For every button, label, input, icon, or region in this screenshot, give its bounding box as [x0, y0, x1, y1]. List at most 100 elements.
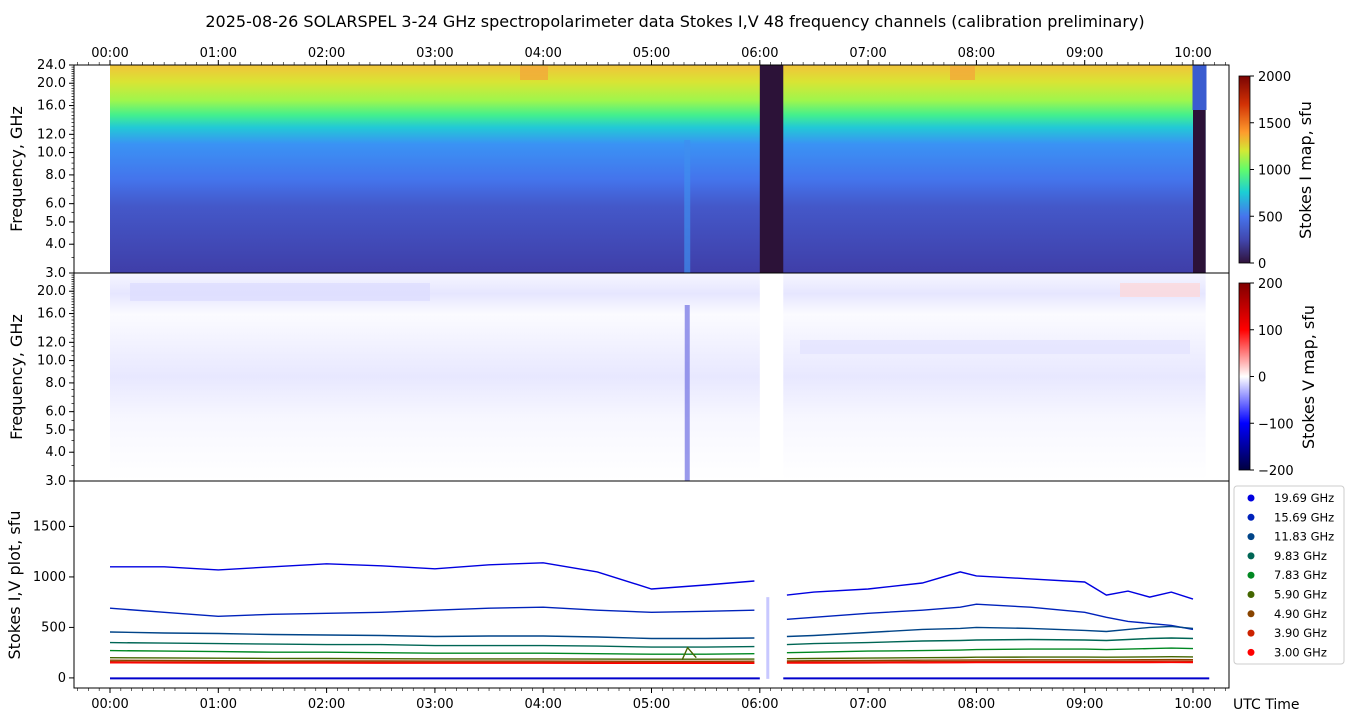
stokes-i-ytick-label: 5.0	[45, 215, 66, 230]
stokes-i-colorbar-ticks: 0 500 1000 1500 2000	[1250, 70, 1291, 272]
series-line-7-83-GHz	[109, 649, 755, 655]
stokes-line-y-axis: 0 500 1000 1500	[33, 519, 74, 686]
stokes-v-burst	[684, 305, 690, 481]
stokes-v-colorbar-tick-label: −100	[1258, 417, 1294, 432]
stokes-i-colorbar-tick-label: 0	[1258, 257, 1266, 272]
stokes-i-panel: 3.0 4.0 5.0 6.0 8.0 10.0 12.0 16.0 20.0 24.0 00:0…	[7, 46, 1315, 281]
series-line-4-90-GHz	[109, 659, 755, 662]
stokes-line-ytick-label: 500	[41, 620, 66, 635]
legend-marker	[1247, 552, 1255, 560]
stokes-line-ytick-label: 1500	[33, 519, 66, 534]
stokes-v-heatmap	[110, 273, 1206, 481]
stokes-i-colorbar-tick-label: 1000	[1258, 164, 1291, 179]
stokes-line-series	[109, 562, 1210, 680]
legend-marker	[1247, 513, 1255, 521]
stokes-i-hotspot	[950, 66, 975, 80]
stokes-i-gap	[759, 65, 784, 273]
stokes-i-colorbar-tick-label: 500	[1258, 210, 1283, 225]
bottom-time-label: 06:00	[741, 697, 778, 712]
legend-marker	[1247, 591, 1255, 598]
top-time-label: 02:00	[308, 46, 345, 61]
legend-marker	[1247, 533, 1255, 541]
stokes-v-colorbar-ticks: −200 −100 0 100 200	[1250, 277, 1294, 479]
bottom-time-label: 09:00	[1066, 697, 1103, 712]
stokes-v-colorbar-tick-label: 0	[1258, 371, 1266, 386]
stokes-v-feature	[130, 283, 430, 301]
stokes-v-colorbar-tick-label: 200	[1258, 277, 1283, 292]
series-line-3-00-GHz	[786, 661, 1194, 664]
stokes-v-ytick-label: 5.0	[45, 423, 66, 438]
stokes-i-ytick-label: 12.0	[37, 127, 66, 142]
legend-label: 3.90 GHz	[1274, 626, 1327, 640]
series-line-5-90-GHz	[109, 657, 755, 660]
stokes-v-ytick-label: 16.0	[37, 307, 66, 322]
legend-label: 7.83 GHz	[1274, 568, 1327, 582]
stokes-i-hotspot	[520, 66, 548, 80]
stokes-v-feature	[800, 340, 1190, 354]
stokes-v-ytick-label: 8.0	[45, 376, 66, 391]
bottom-time-label: 08:00	[958, 697, 995, 712]
stokes-v-ytick-label: 6.0	[45, 405, 66, 420]
bottom-time-label: 04:00	[524, 697, 561, 712]
top-time-label: 05:00	[633, 46, 670, 61]
stokes-v-colorbar-tick-label: −200	[1258, 464, 1294, 479]
series-line-11-83-GHz	[109, 631, 755, 640]
legend-label: 9.83 GHz	[1274, 549, 1327, 563]
line-gap	[759, 601, 784, 680]
stokes-i-colorbar	[1238, 75, 1251, 264]
bottom-time-label: 02:00	[308, 697, 345, 712]
series-line-9-83-GHz	[109, 641, 755, 648]
top-time-label: 04:00	[524, 46, 561, 61]
stokes-v-colorbar	[1238, 282, 1251, 471]
stokes-v-ytick-label: 12.0	[37, 335, 66, 350]
bottom-time-label: 07:00	[849, 697, 886, 712]
stokes-v-y-axis: 3.0 4.0 5.0 6.0 8.0 10.0 12.0 16.0 20.0	[37, 272, 74, 489]
stokes-v-feature	[1120, 283, 1200, 297]
stokes-line-ytick-label: 1000	[33, 570, 66, 585]
series-line-4-90-GHz	[786, 658, 1194, 662]
stokes-i-ytick-label: 3.0	[45, 266, 66, 281]
stokes-v-ylabel: Frequency, GHz	[7, 314, 26, 440]
stokes-i-colorbar-label: Stokes I map, sfu	[1296, 101, 1315, 239]
stokes-v-ytick-label: 4.0	[45, 445, 66, 460]
stokes-v-gap	[759, 273, 784, 481]
stokes-v-spectrum	[110, 273, 1206, 481]
series-line-3-00-GHz	[109, 662, 755, 664]
stokes-v-panel: 3.0 4.0 5.0 6.0 8.0 10.0 12.0 16.0 20.0 Frequenc…	[7, 272, 1318, 489]
bottom-time-label: 05:00	[633, 697, 670, 712]
top-time-label: 06:00	[741, 46, 778, 61]
series-line-9-83-GHz	[786, 637, 1194, 646]
top-time-label: 09:00	[1066, 46, 1103, 61]
stokes-i-ytick-label: 6.0	[45, 197, 66, 212]
series-line-15-69-GHz	[786, 603, 1194, 631]
stokes-i-ylabel: Frequency, GHz	[7, 106, 26, 232]
stokes-i-colorbar-tick-label: 2000	[1258, 70, 1291, 85]
stokes-i-gap	[1193, 65, 1206, 273]
series-line-19-69-GHz	[110, 562, 755, 590]
legend-label: 15.69 GHz	[1274, 510, 1334, 524]
top-time-label: 03:00	[416, 46, 453, 61]
legend-marker	[1247, 648, 1255, 656]
stokes-i-burst	[684, 140, 691, 273]
stokes-line-ytick-label: 0	[58, 671, 66, 686]
stokes-v-ytick-label: 10.0	[37, 354, 66, 369]
top-time-axis: 00:00 01:00 02:00 03:00 04:00 05:00 06:00 07:00…	[77, 46, 1226, 65]
stokes-line-plot-area	[74, 481, 1229, 688]
x-axis-label: UTC Time	[1233, 697, 1299, 713]
legend-box	[1233, 485, 1345, 665]
bottom-time-label: 01:00	[200, 697, 237, 712]
stokes-i-gap-edge	[1192, 65, 1207, 110]
stokes-i-heatmap	[110, 65, 1207, 273]
figure-title: 2025-08-26 SOLARSPEL 3-24 GHz spectropol…	[205, 12, 1144, 31]
stokes-line-ylabel: Stokes I,V plot, sfu	[5, 511, 24, 660]
stokes-i-ytick-label: 16.0	[37, 99, 66, 114]
bottom-time-label: 03:00	[416, 697, 453, 712]
series-line-3-90-GHz	[786, 660, 1194, 663]
legend-label: 19.69 GHz	[1274, 491, 1334, 505]
burst-spike	[681, 646, 697, 661]
series-line-3-90-GHz	[109, 661, 755, 664]
legend-label: 11.83 GHz	[1274, 530, 1334, 544]
bottom-time-label: 10:00	[1174, 697, 1211, 712]
stokes-line-panel: 0 500 1000 1500 00:00 01:00 02:00 03:00 04:00 05…	[5, 480, 1345, 713]
